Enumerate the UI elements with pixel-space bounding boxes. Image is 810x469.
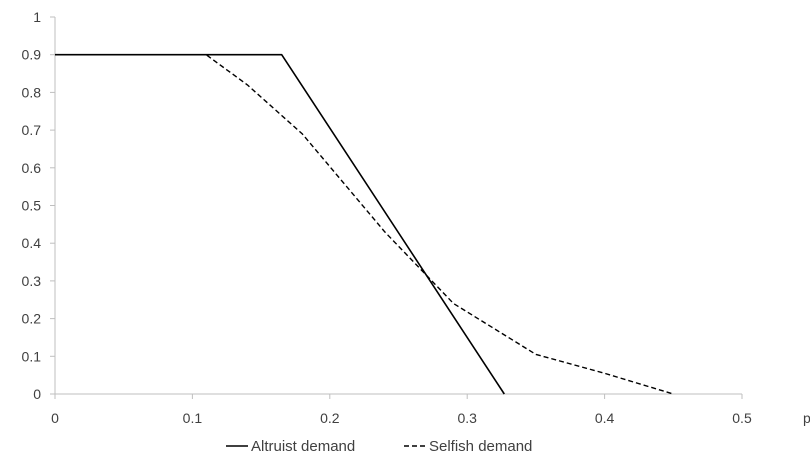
y-tick-labels: 0 0.1 0.2 0.3 0.4 0.5 0.6 0.7 0.8 0.9 1: [22, 9, 42, 402]
y-tick-label: 1: [33, 9, 41, 25]
y-tick-label: 0.6: [22, 160, 42, 176]
y-tick-label: 0.1: [22, 348, 42, 364]
x-tick-label: 0.1: [183, 410, 203, 426]
y-tick-label: 0.7: [22, 122, 42, 138]
series-line-altruist-demand: [55, 53, 505, 395]
legend: Altruist demand Selfish demand: [226, 438, 532, 455]
legend-label: Altruist demand: [251, 438, 355, 455]
y-tick-label: 0.3: [22, 273, 42, 289]
y-tick-label: 0: [33, 386, 41, 402]
y-tick-label: 0.2: [22, 311, 42, 327]
x-axis-title: p: [803, 410, 810, 426]
series-lines: [55, 53, 674, 395]
y-tick-label: 0.4: [22, 235, 42, 251]
legend-label: Selfish demand: [429, 438, 532, 455]
series-line-selfish-demand: [55, 54, 674, 395]
x-tick-label: 0.3: [457, 410, 477, 426]
x-tick-label: 0.2: [320, 410, 340, 426]
x-tick-label: 0: [51, 410, 59, 426]
tick-marks: [50, 16, 743, 399]
x-tick-label: 0.4: [595, 410, 615, 426]
y-tick-label: 0.8: [22, 84, 42, 100]
x-tick-label: 0.5: [732, 410, 752, 426]
axes: [54, 17, 742, 395]
y-tick-label: 0.9: [22, 47, 42, 63]
x-tick-labels: 0 0.1 0.2 0.3 0.4 0.5: [51, 410, 752, 426]
y-tick-label: 0.5: [22, 198, 42, 214]
